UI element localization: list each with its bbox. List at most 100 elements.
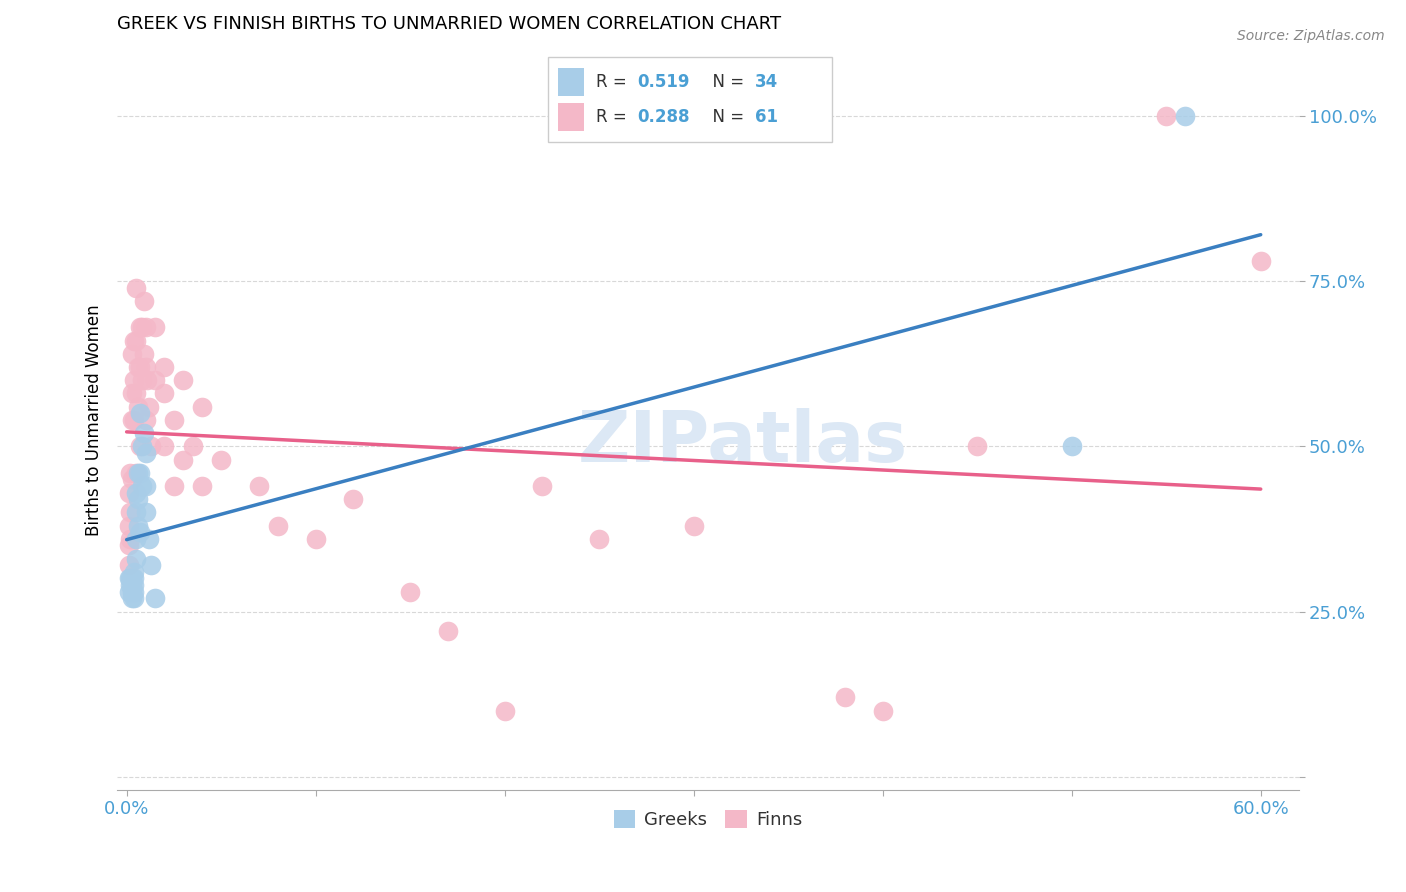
Text: ZIPatlas: ZIPatlas (578, 408, 908, 476)
Point (131, 439, 153, 453)
Text: R =: R = (596, 108, 631, 126)
Legend: Greeks, Finns: Greeks, Finns (606, 803, 810, 837)
FancyBboxPatch shape (548, 57, 832, 143)
Point (141, 558, 163, 573)
Point (1174, 109, 1197, 123)
Point (135, 320, 157, 334)
Point (588, 532, 610, 546)
Point (125, 281, 148, 295)
Point (125, 551, 148, 566)
Point (135, 446, 157, 460)
Point (131, 373, 153, 387)
Point (117, 518, 139, 533)
Point (138, 400, 160, 414)
Point (966, 439, 988, 453)
Point (143, 320, 166, 334)
Point (143, 591, 166, 606)
Point (136, 373, 159, 387)
Point (531, 479, 554, 493)
Text: 61: 61 (755, 108, 778, 126)
Text: Source: ZipAtlas.com: Source: ZipAtlas.com (1237, 29, 1385, 43)
Point (872, 704, 894, 718)
Point (1250, 254, 1272, 268)
Point (122, 591, 145, 606)
Bar (558, 69, 583, 96)
Point (247, 479, 270, 493)
Point (181, 439, 204, 453)
Text: R =: R = (596, 72, 631, 91)
Point (127, 518, 149, 533)
Text: N =: N = (702, 72, 749, 91)
Point (122, 373, 145, 387)
Point (117, 558, 139, 573)
Point (132, 347, 155, 361)
Point (125, 466, 148, 480)
Point (135, 359, 157, 374)
Point (117, 584, 139, 599)
Point (127, 400, 149, 414)
Point (125, 386, 148, 401)
Point (163, 479, 186, 493)
Point (125, 485, 148, 500)
Point (153, 439, 176, 453)
Point (122, 334, 145, 348)
Point (125, 334, 148, 348)
Point (120, 505, 142, 519)
Point (122, 584, 145, 599)
Text: GREEK VS FINNISH BIRTHS TO UNMARRIED WOMEN CORRELATION CHART: GREEK VS FINNISH BIRTHS TO UNMARRIED WOM… (117, 15, 782, 33)
Point (122, 578, 145, 592)
Point (267, 518, 290, 533)
Point (143, 373, 166, 387)
Point (135, 479, 157, 493)
Point (141, 439, 163, 453)
Text: 0.288: 0.288 (637, 108, 689, 126)
Point (191, 400, 214, 414)
Point (172, 452, 194, 467)
Point (120, 466, 142, 480)
Point (128, 406, 150, 420)
Point (121, 472, 143, 486)
Point (125, 505, 148, 519)
Point (132, 293, 155, 308)
Point (191, 479, 214, 493)
Text: 0.519: 0.519 (637, 72, 689, 91)
Point (138, 532, 160, 546)
Point (1154, 109, 1177, 123)
Point (834, 690, 856, 705)
Point (121, 347, 143, 361)
Point (127, 492, 149, 507)
Point (135, 505, 157, 519)
Point (128, 466, 150, 480)
Text: 34: 34 (755, 72, 779, 91)
Bar (558, 103, 583, 131)
Text: N =: N = (702, 108, 749, 126)
Point (121, 413, 143, 427)
Point (122, 572, 145, 586)
Point (342, 492, 364, 507)
Point (153, 359, 176, 374)
Point (682, 518, 704, 533)
Point (121, 584, 143, 599)
Point (127, 359, 149, 374)
Point (117, 538, 139, 552)
Point (128, 359, 150, 374)
Point (117, 572, 139, 586)
Point (437, 624, 460, 639)
Point (305, 532, 328, 546)
Point (121, 572, 143, 586)
Point (209, 452, 232, 467)
Point (1060, 439, 1083, 453)
Point (121, 591, 143, 606)
Point (121, 578, 143, 592)
Point (120, 578, 142, 592)
Point (128, 525, 150, 540)
Point (122, 565, 145, 579)
Point (128, 320, 150, 334)
Point (172, 373, 194, 387)
Point (117, 485, 139, 500)
Point (120, 572, 142, 586)
Point (127, 466, 149, 480)
Point (135, 413, 157, 427)
Point (131, 479, 153, 493)
Point (163, 413, 186, 427)
